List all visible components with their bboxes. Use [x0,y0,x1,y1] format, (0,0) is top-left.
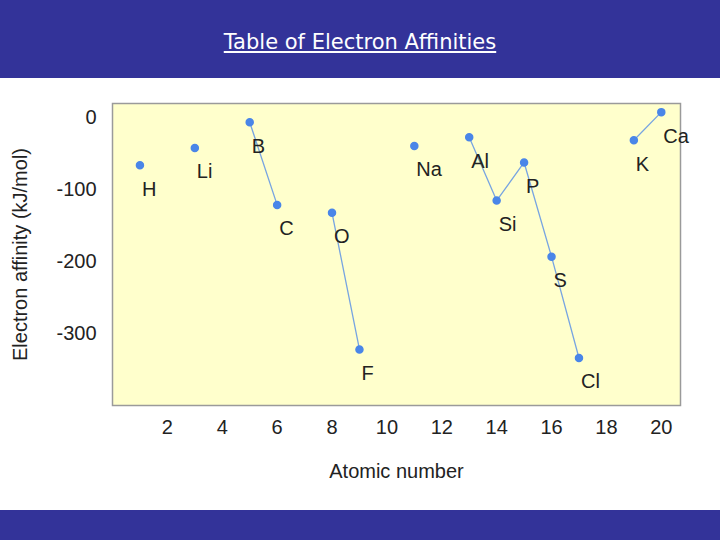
svg-text:C: C [279,217,293,239]
svg-text:14: 14 [486,416,508,438]
svg-text:Na: Na [416,158,442,180]
svg-text:2: 2 [162,416,173,438]
svg-text:8: 8 [326,416,337,438]
svg-text:Li: Li [197,160,213,182]
svg-text:Ca: Ca [663,125,689,147]
svg-text:B: B [252,135,265,157]
svg-text:10: 10 [376,416,398,438]
svg-text:16: 16 [540,416,562,438]
svg-text:O: O [334,225,350,247]
svg-text:Si: Si [499,213,517,235]
svg-text:-100: -100 [56,178,96,200]
svg-text:Cl: Cl [581,370,600,392]
svg-text:H: H [142,178,156,200]
svg-text:12: 12 [431,416,453,438]
svg-text:20: 20 [650,416,672,438]
svg-text:0: 0 [85,106,96,128]
svg-text:6: 6 [272,416,283,438]
svg-text:S: S [554,269,567,291]
svg-text:-200: -200 [56,250,96,272]
svg-text:18: 18 [595,416,617,438]
svg-text:-300: -300 [56,322,96,344]
svg-text:Atomic number: Atomic number [329,460,464,482]
svg-text:Electron affinity (kJ/mol): Electron affinity (kJ/mol) [9,148,31,361]
svg-text:F: F [361,362,373,384]
html-text:Table of Electron Affinities: Table of Electron Affinities [223,30,497,54]
svg-text:4: 4 [217,416,228,438]
svg-text:P: P [526,175,539,197]
svg-text:Al: Al [471,150,489,172]
svg-text:K: K [636,153,650,175]
